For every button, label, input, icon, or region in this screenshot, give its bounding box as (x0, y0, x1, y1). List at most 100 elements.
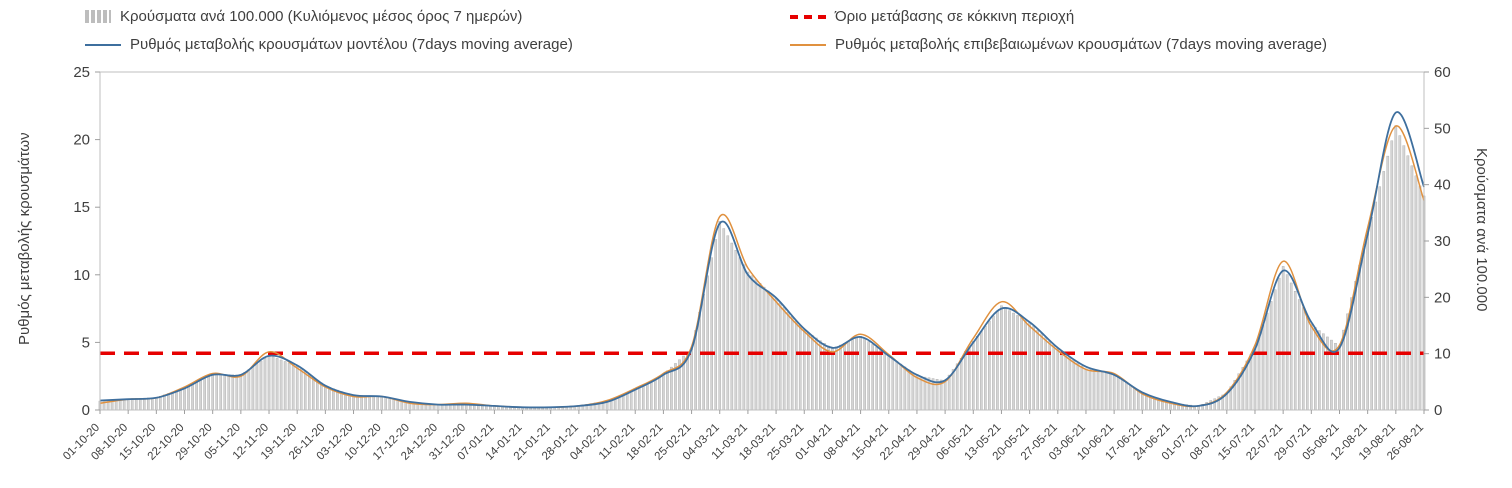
cases-bar (706, 275, 709, 411)
cases-bar (1040, 333, 1043, 411)
cases-bar (1382, 171, 1386, 411)
left-tick-label: 20 (73, 132, 90, 149)
cases-bar (766, 290, 770, 411)
cases-bar (287, 362, 291, 411)
cases-bar (827, 345, 830, 411)
cases-bar (710, 257, 713, 411)
cases-bar (299, 368, 303, 411)
cases-bar (1084, 368, 1088, 411)
cases-bar (1362, 248, 1365, 411)
cases-bar (790, 316, 794, 411)
cases-bar (122, 398, 126, 411)
cases-bar (1261, 324, 1265, 411)
cases-bar (227, 374, 231, 411)
cases-bar (239, 374, 243, 411)
cases-bar (223, 374, 227, 411)
cases-bar (215, 374, 219, 411)
cases-bar (267, 355, 271, 411)
cases-bar (247, 369, 251, 411)
cases-bar (1269, 301, 1273, 411)
cases-bar (1028, 322, 1031, 411)
cases-bar (1108, 373, 1112, 411)
cases-bar (243, 372, 247, 411)
legend-item-confirmed-line: Ρυθμός μεταβολής επιβεβαιωμένων κρουσμάτ… (790, 36, 1327, 53)
cases-bar (328, 387, 331, 411)
cases-bar (738, 257, 742, 411)
cases-bar (1406, 155, 1410, 411)
cases-bar (959, 357, 963, 411)
cases-bar (658, 376, 661, 411)
cases-bar (742, 264, 746, 411)
cases-bar (376, 396, 379, 411)
cases-bar (303, 371, 307, 411)
cases-bar (199, 380, 202, 411)
cases-bar (851, 339, 854, 411)
cases-bar (967, 346, 971, 411)
cases-bar (1020, 317, 1023, 411)
cases-bar (646, 383, 649, 411)
cases-bar (629, 391, 633, 411)
left-tick-label: 25 (73, 64, 90, 81)
cases-bar (1092, 370, 1096, 411)
cases-bar (726, 235, 730, 411)
cases-bar (1394, 125, 1398, 411)
cases-bar (855, 337, 858, 411)
cases-bar (1012, 312, 1015, 411)
cases-bar (1257, 336, 1261, 411)
cases-bar (251, 366, 255, 411)
cases-bar (1120, 379, 1124, 411)
cases-bar (1314, 327, 1317, 411)
cases-bar (1000, 305, 1003, 411)
cases-bar (641, 385, 645, 411)
cases-bar (271, 356, 275, 411)
cases-bar (1370, 217, 1373, 411)
cases-bar (714, 239, 718, 411)
cases-bar (694, 330, 697, 411)
legend-label-threshold: Όριο μετάβασης σε κόκκινη περιοχή (835, 8, 1075, 25)
cases-bar (976, 336, 979, 411)
cases-bar (348, 394, 351, 411)
cases-bar (911, 372, 915, 411)
cases-bar (1301, 307, 1305, 411)
cases-bar (1418, 185, 1422, 411)
cases-bar (146, 397, 150, 411)
cases-bar (1068, 357, 1072, 411)
cases-bar (356, 395, 359, 411)
cases-bar (316, 379, 319, 411)
cases-bar (670, 366, 673, 411)
cases-bar (778, 302, 782, 411)
cases-bar (758, 283, 762, 411)
cases-bar (794, 320, 798, 411)
cases-bar (1128, 384, 1132, 411)
cases-bar (907, 369, 911, 411)
cases-bar (955, 363, 959, 411)
cases-bar (1080, 365, 1084, 411)
cases-bar (1052, 344, 1056, 411)
cases-bar (863, 338, 866, 411)
cases-bar (875, 346, 878, 411)
cases-bar (1076, 362, 1080, 411)
cases-bar (734, 250, 738, 411)
cases-bar (786, 311, 790, 411)
cases-bar (730, 242, 734, 411)
cases-bar (722, 228, 726, 411)
cases-bar (255, 363, 259, 411)
cases-bar (1285, 274, 1289, 411)
cases-bar (879, 349, 883, 411)
cases-bar (782, 307, 786, 411)
cases-bar (887, 355, 891, 411)
cases-bar (171, 391, 174, 411)
cases-bar (992, 315, 995, 411)
cases-bar (388, 397, 392, 411)
cases-bar (931, 378, 935, 411)
cases-bar (1132, 387, 1136, 411)
cases-bar (1378, 186, 1382, 411)
cases-bar (384, 397, 388, 411)
cases-bar (167, 393, 170, 411)
cases-bar (1249, 354, 1253, 411)
cases-bar (988, 320, 991, 411)
cases-bar (1116, 376, 1120, 411)
right-axis-title: Κρούσματα ανά 100.000 (1473, 148, 1490, 312)
